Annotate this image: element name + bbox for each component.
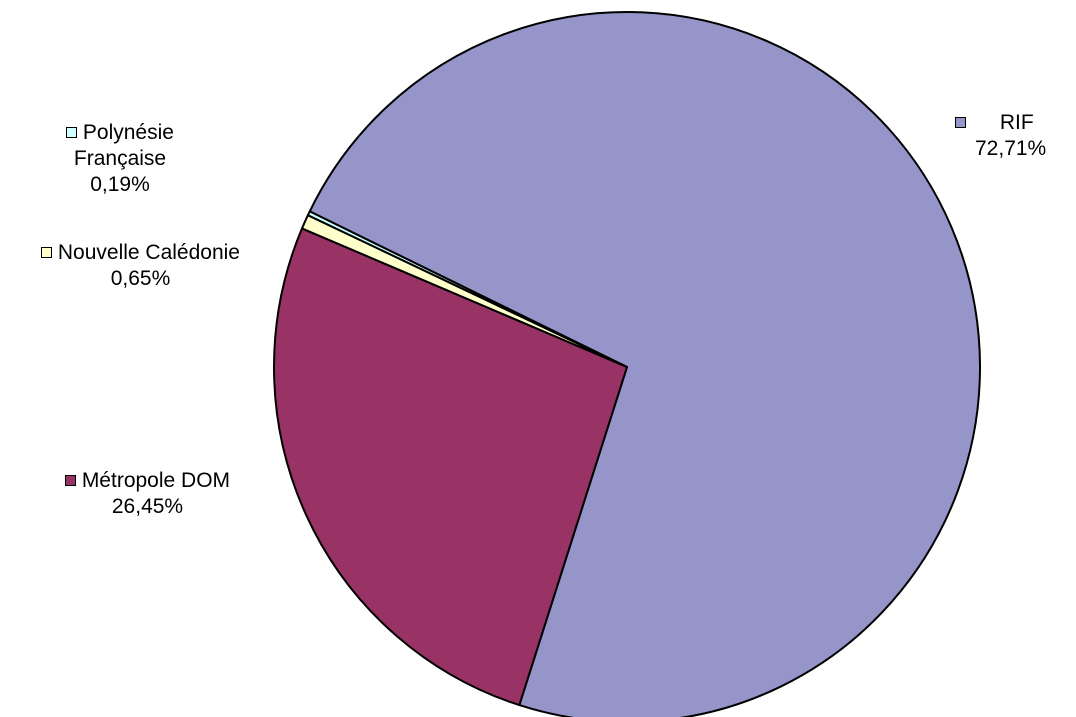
label-value-metropole-dom: 26,45% bbox=[111, 495, 184, 518]
data-label-rif: RIF 72,71% bbox=[955, 110, 1076, 162]
legend-swatch-polynesie-francaise bbox=[66, 127, 78, 138]
legend-swatch-nouvelle-caledonie bbox=[41, 247, 53, 258]
label-name-metropole-dom: Métropole DOM bbox=[81, 469, 231, 492]
legend-swatch-metropole-dom bbox=[64, 475, 76, 486]
pie-slice-polynesie-francaise bbox=[306, 210, 628, 368]
legend-swatch-rif bbox=[955, 117, 966, 128]
pie-slice-metropole-dom bbox=[273, 227, 628, 707]
label-name-rif: RIF bbox=[999, 111, 1034, 134]
label-value-polynesie-francaise: 0,19% bbox=[90, 173, 150, 196]
label-name-polynesie-line1: Polynésie bbox=[82, 121, 174, 144]
data-label-nouvelle-caledonie: Nouvelle Calédonie 0,65% bbox=[8, 240, 273, 292]
label-name-nouvelle-caledonie: Nouvelle Calédonie bbox=[57, 241, 240, 264]
label-name-polynesie-line2: Française bbox=[73, 147, 167, 170]
data-label-metropole-dom: Métropole DOM 26,45% bbox=[30, 468, 265, 520]
data-label-polynesie-francaise: Polynésie Française 0,19% bbox=[35, 120, 205, 198]
label-value-rif: 72,71% bbox=[975, 137, 1047, 160]
label-value-nouvelle-caledonie: 0,65% bbox=[110, 267, 171, 290]
pie-slice-rif bbox=[308, 11, 981, 717]
